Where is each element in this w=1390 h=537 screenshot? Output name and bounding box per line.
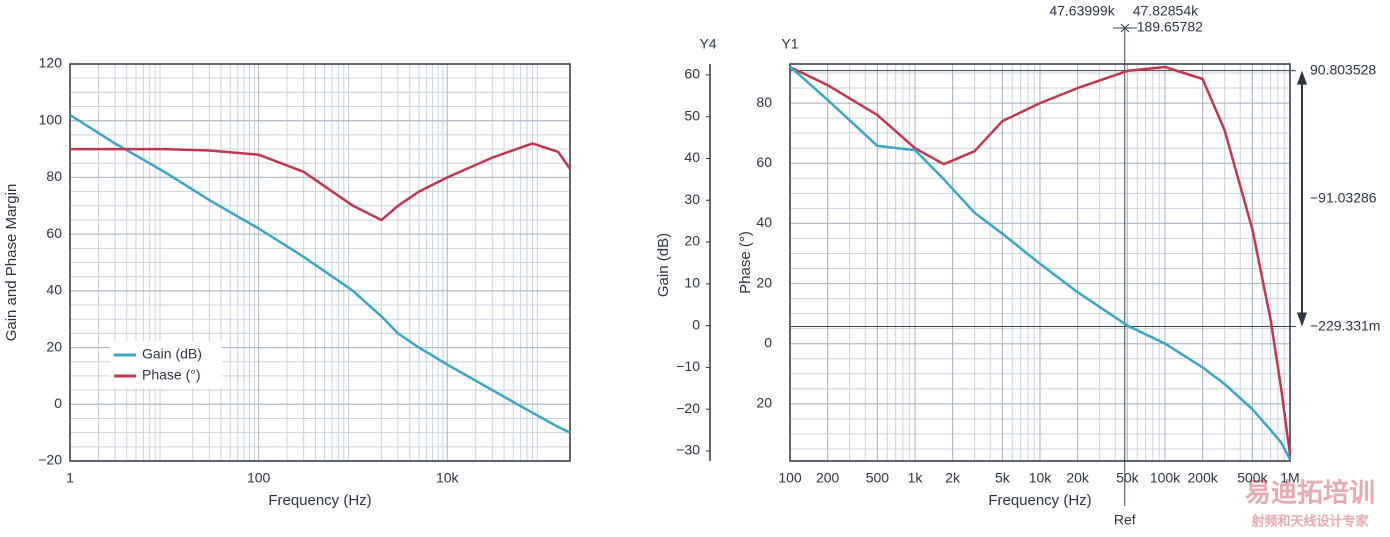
y-tick-label: 40 [756, 214, 772, 230]
y-tick-label: 60 [46, 225, 62, 241]
arrow-head [1297, 312, 1307, 327]
y-tick-label: 20 [46, 338, 62, 354]
y-tick-label: 80 [46, 168, 62, 184]
y2-tick-label: 60 [684, 66, 700, 82]
x-tick-label: 10k [1029, 470, 1053, 486]
series-line [69, 113, 571, 434]
y2-tick-label: 50 [684, 107, 700, 123]
y-tick-label: 20 [756, 395, 772, 411]
y-tick-label: 100 [39, 111, 63, 127]
cursor-dx-label: 189.65782 [1137, 19, 1203, 35]
x-tick-label: 100k [1150, 470, 1181, 486]
x-tick-label: 2k [945, 470, 961, 486]
x-tick-label: 100 [778, 470, 802, 486]
x-tick-label: 1k [908, 470, 924, 486]
y2-tick-label: 30 [684, 191, 700, 207]
y2-tick-label: −30 [676, 442, 700, 458]
x-tick-label: 1 [66, 470, 74, 486]
y-tick-label: −20 [38, 452, 62, 468]
x-tick-label: 10k [436, 470, 460, 486]
y-axis-title: Phase (°) [737, 231, 754, 294]
x-tick-label: 1M [1280, 470, 1299, 486]
x-axis-title: Frequency (Hz) [268, 492, 371, 509]
cursor-cross [1120, 23, 1130, 33]
x-tick-label: 50k [1116, 470, 1140, 486]
y2-tick-label: 0 [692, 316, 700, 332]
x-tick-label: 100 [247, 470, 271, 486]
watermark: 射频和天线设计专家 [1250, 514, 1369, 530]
y-axis-name: Y1 [781, 36, 798, 52]
x-tick-label: 500k [1237, 470, 1268, 486]
ref-label: Ref [1114, 512, 1136, 528]
y2-axis-title: Gain (dB) [655, 233, 672, 297]
cursor-phase-label: 90.803528 [1310, 61, 1376, 77]
legend-box [110, 341, 222, 388]
y-tick-label: 60 [756, 154, 772, 170]
y-axis-title: Gain and Phase Margin [3, 184, 20, 342]
x-tick-label: 200k [1187, 470, 1218, 486]
y2-tick-label: −10 [676, 358, 700, 374]
legend-label: Phase (°) [142, 367, 201, 383]
y2-tick-label: 40 [684, 149, 700, 165]
y2-axis-name: Y4 [699, 36, 716, 52]
y-tick-label: 40 [46, 282, 62, 298]
cursor-diff-label: −91.03286 [1310, 189, 1377, 205]
cursor-gain-label: −229.331m [1310, 317, 1380, 333]
y2-tick-label: 20 [684, 233, 700, 249]
x-tick-label: 20k [1066, 470, 1090, 486]
plot-frame [69, 63, 571, 462]
series-line [789, 65, 1292, 460]
series-line [70, 142, 572, 222]
cursor-x-label: 47.82854k [1133, 3, 1199, 19]
y2-tick-label: 10 [684, 275, 700, 291]
legend-label: Gain (dB) [142, 346, 202, 362]
plot-frame [789, 63, 1291, 462]
watermark: 易迪拓培训 [1245, 479, 1375, 509]
series-line [789, 65, 1292, 456]
y-tick-label: 0 [764, 334, 772, 350]
y-tick-label: 0 [54, 395, 62, 411]
y2-tick-label: −20 [676, 400, 700, 416]
y-tick-label: 120 [39, 55, 63, 71]
y-tick-label: 80 [756, 94, 772, 110]
arrow-head [1297, 70, 1307, 85]
y-tick-label: 20 [756, 274, 772, 290]
cursor-x-label: 47.63999k [1049, 3, 1115, 19]
x-tick-label: 200 [816, 470, 840, 486]
x-tick-label: 500 [866, 470, 890, 486]
x-tick-label: 5k [995, 470, 1011, 486]
x-axis-title: Frequency (Hz) [988, 492, 1091, 509]
